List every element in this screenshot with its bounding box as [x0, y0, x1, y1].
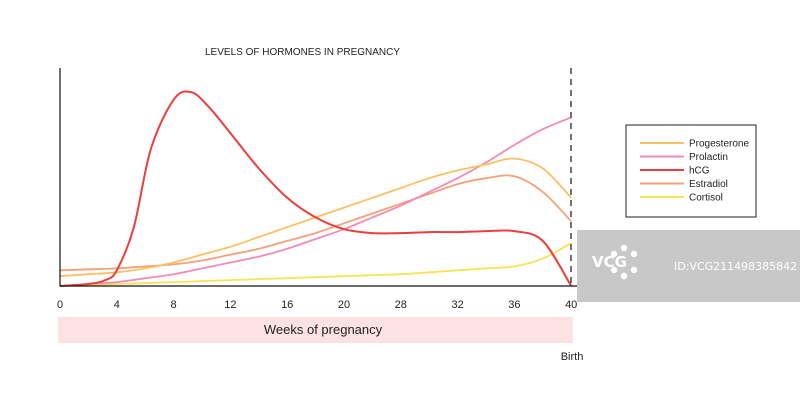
x-tick-label: 20	[338, 299, 350, 311]
legend-box	[625, 124, 757, 218]
x-axis-label: Weeks of pregnancy	[264, 322, 383, 337]
watermark-id: ID:VCG211498385842	[674, 260, 797, 273]
chart-title: LEVELS OF HORMONES IN PREGNANCY	[205, 47, 400, 58]
x-tick-label: 36	[508, 299, 520, 311]
x-tick-label: 16	[281, 299, 293, 311]
birth-annotation: Birth	[561, 351, 584, 363]
series-line-cortisol	[59, 242, 572, 287]
watermark-logo: VCG	[592, 253, 627, 271]
legend: Progesterone Prolactin hCG Estradiol Cortiso…	[625, 124, 757, 218]
x-tick-label: 40	[565, 299, 577, 311]
legend-label-estradiol: Estradiol	[689, 179, 728, 190]
watermark-flower-icon	[610, 244, 638, 280]
legend-label-hcg: hCG	[689, 166, 710, 177]
x-tick-label: 28	[395, 299, 407, 311]
series-line-hcg	[59, 90, 573, 287]
x-tick-label: 0	[57, 299, 63, 311]
watermark: VCG ID:VCG211498385842	[577, 230, 800, 302]
legend-label-cortisol: Cortisol	[689, 193, 723, 204]
series-layer	[59, 90, 573, 287]
x-tick-label: 8	[171, 299, 177, 311]
x-tick-label: 32	[451, 299, 463, 311]
series-line-prolactin	[59, 116, 572, 287]
legend-label-progesterone: Progesterone	[689, 139, 749, 150]
x-tick-labels: 0 4 8 12 16 20 28 32 36 40	[57, 299, 577, 311]
series-line-estradiol	[59, 174, 572, 272]
x-tick-label: 12	[224, 299, 236, 311]
x-tick-label: 4	[114, 299, 120, 311]
watermark-panel	[577, 230, 800, 302]
legend-label-prolactin: Prolactin	[689, 152, 728, 163]
xlabel-band	[58, 317, 573, 343]
